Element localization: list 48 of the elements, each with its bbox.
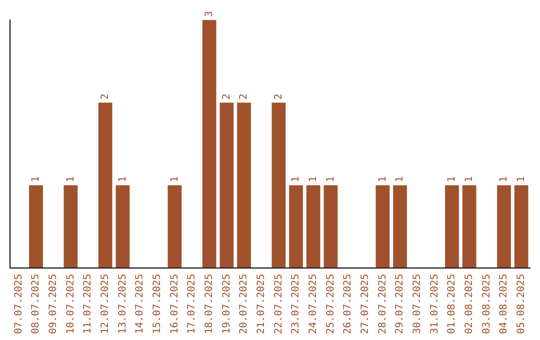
- data-label: 1: [290, 176, 302, 182]
- x-tick-label: 28.07.2025: [377, 274, 388, 334]
- data-label: 1: [464, 176, 475, 182]
- x-tick-label: 26.07.2025: [342, 274, 354, 334]
- x-tick-label: 09.07.2025: [48, 274, 59, 334]
- x-tick-label: 27.07.2025: [360, 274, 371, 334]
- data-label: 2: [221, 94, 232, 100]
- data-label: 1: [65, 176, 76, 182]
- data-label: 3: [204, 10, 215, 17]
- x-tick-label: 22.07.2025: [273, 274, 284, 334]
- x-tick-label: 19.07.2025: [221, 274, 232, 334]
- x-tick-label: 25.07.2025: [325, 274, 336, 334]
- x-tick-label: 14.07.2025: [134, 274, 146, 334]
- data-label: 1: [498, 176, 510, 182]
- x-tick-label: 20.07.2025: [238, 274, 250, 334]
- x-tick-label: 02.08.2025: [464, 274, 475, 334]
- x-tick-label: 03.08.2025: [481, 274, 492, 334]
- x-tick-label: 01.08.2025: [446, 274, 458, 334]
- x-tick-label: 07.07.2025: [13, 274, 24, 334]
- data-label: 2: [273, 94, 284, 100]
- x-tick-label: 04.08.2025: [498, 274, 510, 334]
- x-tick-label: 10.07.2025: [65, 274, 76, 334]
- x-tick-label: 17.07.2025: [186, 274, 198, 334]
- data-label: 1: [377, 176, 388, 182]
- x-tick-label: 21.07.2025: [256, 274, 267, 334]
- x-tick-label: 23.07.2025: [290, 274, 302, 334]
- data-label: 1: [394, 176, 406, 182]
- x-tick-label: 24.07.2025: [308, 274, 319, 334]
- data-label: 1: [117, 176, 128, 182]
- data-label: 2: [100, 94, 111, 100]
- x-tick-label: 11.07.2025: [82, 274, 94, 334]
- x-tick-label: 12.07.2025: [100, 274, 111, 334]
- x-tick-label: 13.07.2025: [117, 274, 128, 334]
- data-label: 1: [308, 176, 319, 182]
- data-label: 1: [169, 176, 180, 182]
- data-label: 1: [446, 176, 458, 182]
- x-tick-label: 31.07.2025: [429, 274, 440, 334]
- x-tick-label: 29.07.2025: [394, 274, 406, 334]
- x-tick-label: 08.07.2025: [30, 274, 42, 334]
- data-label: 1: [30, 176, 42, 182]
- data-label: 1: [325, 176, 336, 182]
- x-tick-label: 18.07.2025: [204, 274, 215, 334]
- data-label: 1: [516, 176, 527, 182]
- x-tick-label: 16.07.2025: [169, 274, 180, 334]
- data-label: 2: [238, 94, 250, 100]
- x-tick-label: 30.07.2025: [412, 274, 423, 334]
- x-tick-label: 05.08.2025: [516, 274, 527, 334]
- x-tick-label: 15.07.2025: [152, 274, 163, 334]
